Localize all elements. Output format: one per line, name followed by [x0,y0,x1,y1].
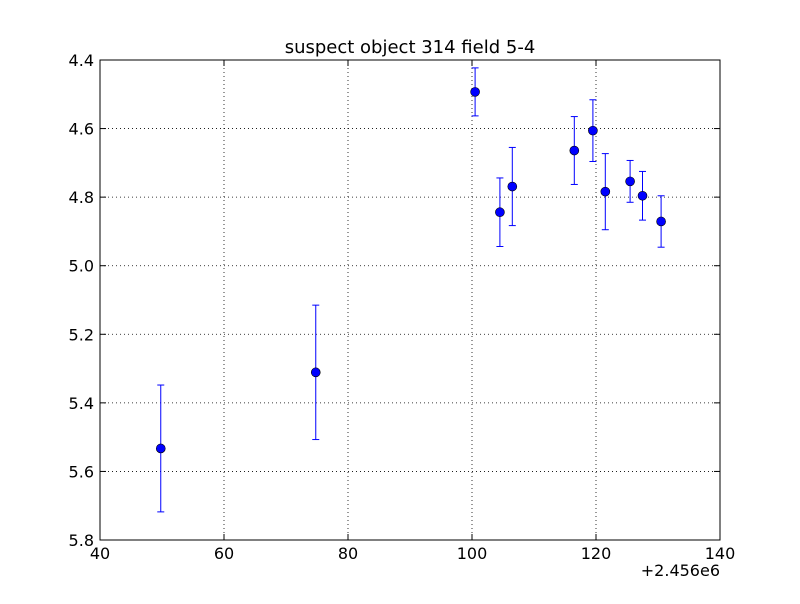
data-point [600,186,611,197]
y-tick-label: 4.6 [69,120,94,139]
y-tick-label: 5.4 [69,394,94,413]
x-tick-label: 120 [581,544,612,563]
data-point [495,207,505,218]
data-point [656,216,666,227]
y-tick-label: 5.6 [69,462,94,481]
y-tick-label: 4.8 [69,188,94,207]
data-point [507,181,518,192]
data-layer [155,67,666,513]
data-point [637,190,648,201]
data-point [310,367,321,378]
axes-layer: 40 60 80 100 120 140 4.4 4.6 4.8 5.0 5.2 5.4 5.6 5.8 [69,51,736,563]
data-point [588,125,598,136]
plot-frame [99,59,721,541]
x-tick-label: 60 [214,544,234,563]
x-tick-label: 140 [705,544,736,563]
x-tick-label: 100 [457,544,488,563]
x-tick-label: 40 [90,544,110,563]
chart-title: suspect object 314 field 5-4 [285,37,536,58]
grid-layer [100,60,720,540]
x-tick-label: 80 [338,544,358,563]
data-point [470,87,480,97]
y-tick-label: 4.4 [69,51,94,70]
y-tick-label: 5.2 [69,325,94,344]
data-point [625,176,635,187]
data-point [569,145,580,156]
x-offset-label: +2.456e6 [641,561,720,580]
y-tick-label: 5.8 [69,531,94,550]
y-tick-label: 5.0 [69,257,94,276]
data-point [155,443,166,454]
